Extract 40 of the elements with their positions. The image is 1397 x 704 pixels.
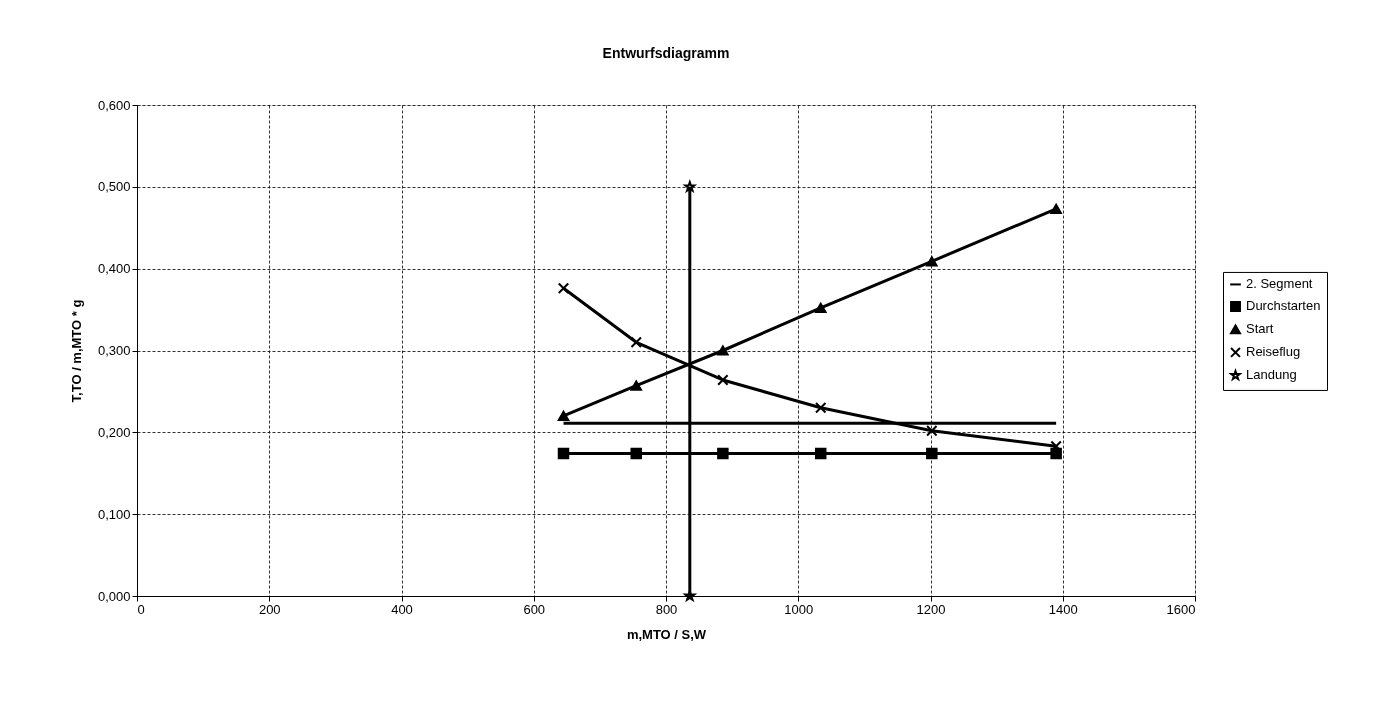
point [926,447,938,460]
y-tick-label: 0,600 [97,97,131,113]
x-tick-label: 600 [523,601,546,617]
legend-label: Landung [1246,367,1297,383]
point [717,374,729,386]
legend-label: Reiseflug [1246,344,1301,360]
point [717,447,729,460]
x-tick-label: 1600 [1166,601,1196,617]
x-tick-label: 1400 [1048,601,1078,617]
legend-label: Start [1246,321,1274,337]
x-tick-label: 800 [655,601,678,617]
point [814,402,827,414]
point [630,447,642,460]
y-tick-label: 0,400 [97,261,131,277]
legend-label: 2. Segment [1246,276,1313,292]
legend-label: Durchstarten [1246,298,1321,314]
y-tick-label: 0,500 [97,179,131,195]
y-tick-label: 0,000 [97,588,131,604]
y-tick-label: 0,200 [97,424,131,440]
y-tick-label: 0,100 [97,506,131,522]
x-tick-label: 400 [391,601,413,617]
point [630,336,642,349]
point [814,302,827,314]
point [926,256,938,267]
x-axis-title: m,MTO / S,W [626,626,707,642]
point [1050,203,1062,215]
point [557,447,570,460]
chart-title: Entwurfsdiagramm [602,45,730,61]
x-tick-label: 0 [137,601,145,617]
point [630,380,642,391]
x-tick-label: 1200 [916,601,946,617]
point [926,424,938,437]
x-tick-label: 200 [258,601,281,617]
point [557,282,570,295]
y-axis-title: T,TO / m,MTO * g [68,299,84,403]
point [814,447,827,460]
x-tick-label: 1000 [784,601,814,617]
point [557,410,570,422]
y-tick-label: 0,300 [97,343,131,358]
point [717,345,729,356]
